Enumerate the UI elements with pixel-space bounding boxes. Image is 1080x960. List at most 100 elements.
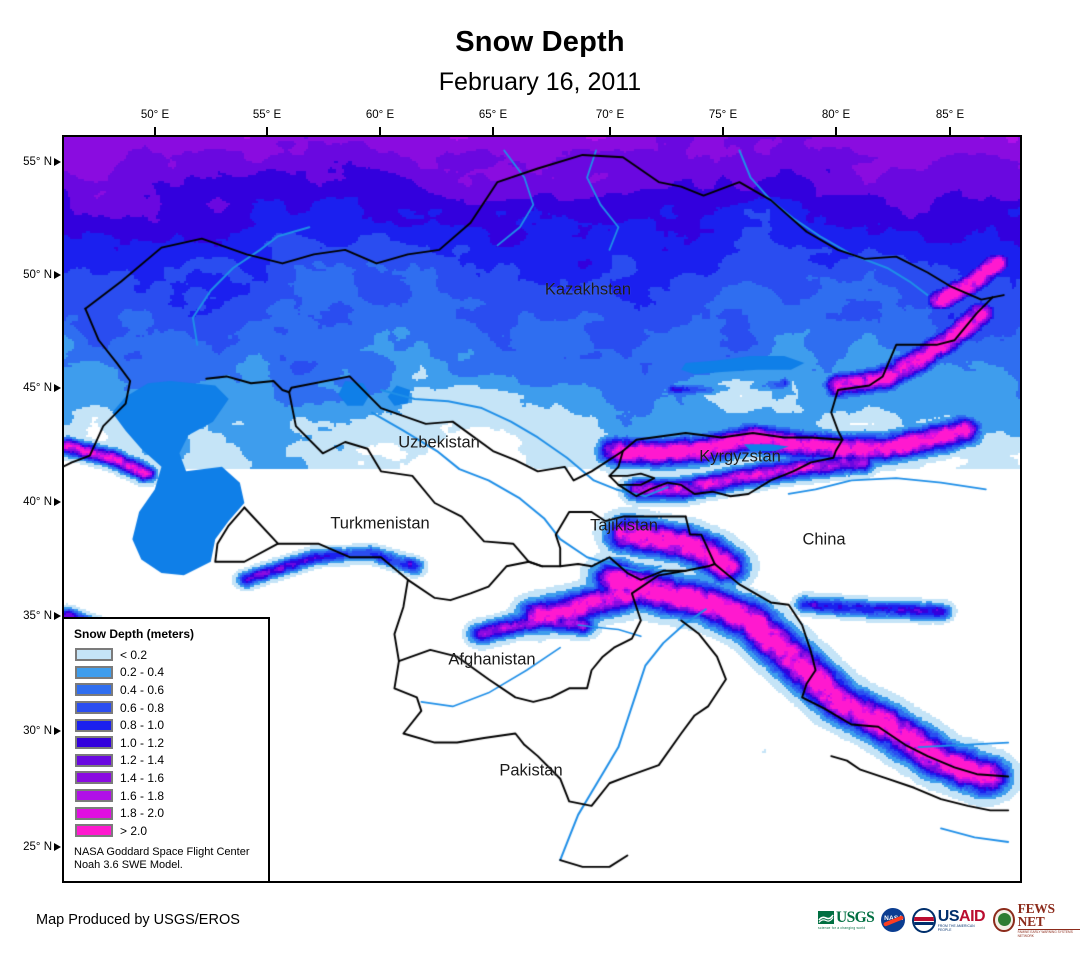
y-axis-label: 35° N	[23, 610, 52, 622]
y-tick	[54, 612, 61, 620]
x-axis-label: 55° E	[252, 109, 282, 121]
x-axis-label: 60° E	[365, 109, 395, 121]
usaid-logo[interactable]: USAID FROM THE AMERICAN PEOPLE	[912, 906, 986, 934]
legend-item: < 0.2	[73, 646, 259, 664]
fews-globe-land	[998, 913, 1012, 926]
y-axis-label: 25° N	[23, 841, 52, 853]
legend-swatch	[75, 736, 113, 750]
usgs-tagline: science for a changing world	[818, 926, 866, 930]
country-label-kazakhstan: Kazakhstan	[544, 280, 632, 299]
legend-label: 1.4 - 1.6	[120, 770, 165, 785]
legend-footnote-line1: NASA Goddard Space Flight Center	[74, 845, 250, 858]
legend-swatch	[75, 806, 113, 820]
usgs-logo[interactable]: USGS science for a changing world	[818, 906, 875, 934]
y-axis-label: 40° N	[23, 496, 52, 508]
x-tick	[609, 127, 611, 135]
usaid-word-us: US	[937, 907, 960, 925]
country-label-afghanistan: Afghanistan	[448, 650, 536, 669]
fews-net-logo[interactable]: FEWS NET FAMINE EARLY WARNING SYSTEMS NE…	[993, 902, 1080, 938]
y-tick	[54, 384, 61, 392]
fews-rule	[1017, 928, 1080, 931]
x-axis-label: 70° E	[595, 109, 625, 121]
legend-item: 1.6 - 1.8	[73, 787, 259, 805]
legend-rows: < 0.2 0.2 - 0.4 0.4 - 0.6 0.6 - 0.8 0.8 - 1.…	[73, 646, 259, 840]
country-label-pakistan: Pakistan	[499, 761, 563, 780]
legend-item: 1.4 - 1.6	[73, 769, 259, 787]
usaid-seal-band-blue	[914, 921, 934, 925]
usaid-seal-icon	[912, 907, 936, 933]
y-tick	[54, 158, 61, 166]
x-axis-label: 50° E	[140, 109, 170, 121]
usgs-wave-icon	[818, 911, 834, 924]
country-label-turkmenistan: Turkmenistan	[330, 514, 430, 533]
legend-label: 0.2 - 0.4	[120, 665, 165, 680]
country-label-tajikistan: Tajikistan	[590, 516, 658, 535]
legend-label: 0.8 - 1.0	[120, 718, 165, 733]
y-tick	[54, 843, 61, 851]
legend-item: 1.8 - 2.0	[73, 804, 259, 822]
legend-swatch	[75, 718, 113, 732]
y-tick	[54, 271, 61, 279]
y-axis-label: 45° N	[23, 382, 52, 394]
x-tick	[722, 127, 724, 135]
legend-item: 1.0 - 1.2	[73, 734, 259, 752]
legend-item: 1.2 - 1.4	[73, 752, 259, 770]
fews-wordmark: FEWS NET	[1017, 900, 1055, 929]
agency-logos: USGS science for a changing world NASA U…	[818, 902, 1080, 938]
x-tick	[379, 127, 381, 135]
nasa-meatball-icon: NASA	[881, 908, 906, 932]
fews-globe-icon	[993, 908, 1015, 932]
x-tick	[835, 127, 837, 135]
map-frame[interactable]: Kazakhstan Uzbekistan Turkmenistan Tajikist…	[62, 135, 1022, 883]
legend-item: > 2.0	[73, 822, 259, 840]
legend-item: 0.4 - 0.6	[73, 681, 259, 699]
legend-swatch	[75, 753, 113, 767]
x-tick	[949, 127, 951, 135]
x-tick	[154, 127, 156, 135]
usaid-wordmark: USAID	[937, 907, 987, 925]
legend-label: 1.8 - 2.0	[120, 806, 165, 821]
legend-label: < 0.2	[120, 647, 148, 662]
legend-title: Snow Depth (meters)	[74, 627, 195, 641]
usaid-tagline: FROM THE AMERICAN PEOPLE	[937, 923, 975, 932]
x-tick	[492, 127, 494, 135]
legend-panel: Snow Depth (meters) < 0.2 0.2 - 0.4 0.4 - …	[62, 617, 270, 883]
x-axis-label: 75° E	[708, 109, 738, 121]
legend-label: 1.2 - 1.4	[120, 753, 165, 768]
y-tick	[54, 498, 61, 506]
usaid-word-aid: AID	[959, 907, 986, 925]
legend-label: 0.6 - 0.8	[120, 700, 165, 715]
x-axis-label: 65° E	[478, 109, 508, 121]
map-credit: Map Produced by USGS/EROS	[36, 912, 240, 928]
x-axis-label: 85° E	[935, 109, 965, 121]
legend-swatch	[75, 771, 113, 785]
y-tick	[54, 727, 61, 735]
country-label-kyrgyzstan: Kyrgyzstan	[699, 447, 781, 466]
x-tick	[266, 127, 268, 135]
legend-item: 0.2 - 0.4	[73, 664, 259, 682]
legend-swatch	[75, 665, 113, 679]
usgs-wordmark: USGS	[836, 909, 875, 926]
legend-label: > 2.0	[120, 823, 148, 838]
legend-swatch	[75, 824, 113, 838]
legend-swatch	[75, 701, 113, 715]
legend-footnote: NASA Goddard Space Flight Center Noah 3.…	[74, 846, 259, 873]
legend-item: 0.6 - 0.8	[73, 699, 259, 717]
legend-label: 1.6 - 1.8	[120, 788, 165, 803]
legend-swatch	[75, 683, 113, 697]
y-axis-label: 50° N	[23, 269, 52, 281]
country-label-china: China	[802, 530, 846, 549]
usaid-seal-band-red	[914, 916, 934, 921]
legend-swatch	[75, 648, 113, 662]
legend-swatch	[75, 789, 113, 803]
page-subtitle: February 16, 2011	[438, 68, 642, 96]
page-title: Snow Depth	[455, 26, 625, 58]
y-axis-label: 30° N	[23, 725, 52, 737]
y-axis-label: 55° N	[23, 156, 52, 168]
nasa-logo[interactable]: NASA	[881, 906, 906, 934]
legend-footnote-line2: Noah 3.6 SWE Model.	[74, 859, 183, 872]
x-axis-label: 80° E	[821, 109, 851, 121]
country-label-uzbekistan: Uzbekistan	[398, 433, 480, 452]
legend-label: 0.4 - 0.6	[120, 682, 165, 697]
